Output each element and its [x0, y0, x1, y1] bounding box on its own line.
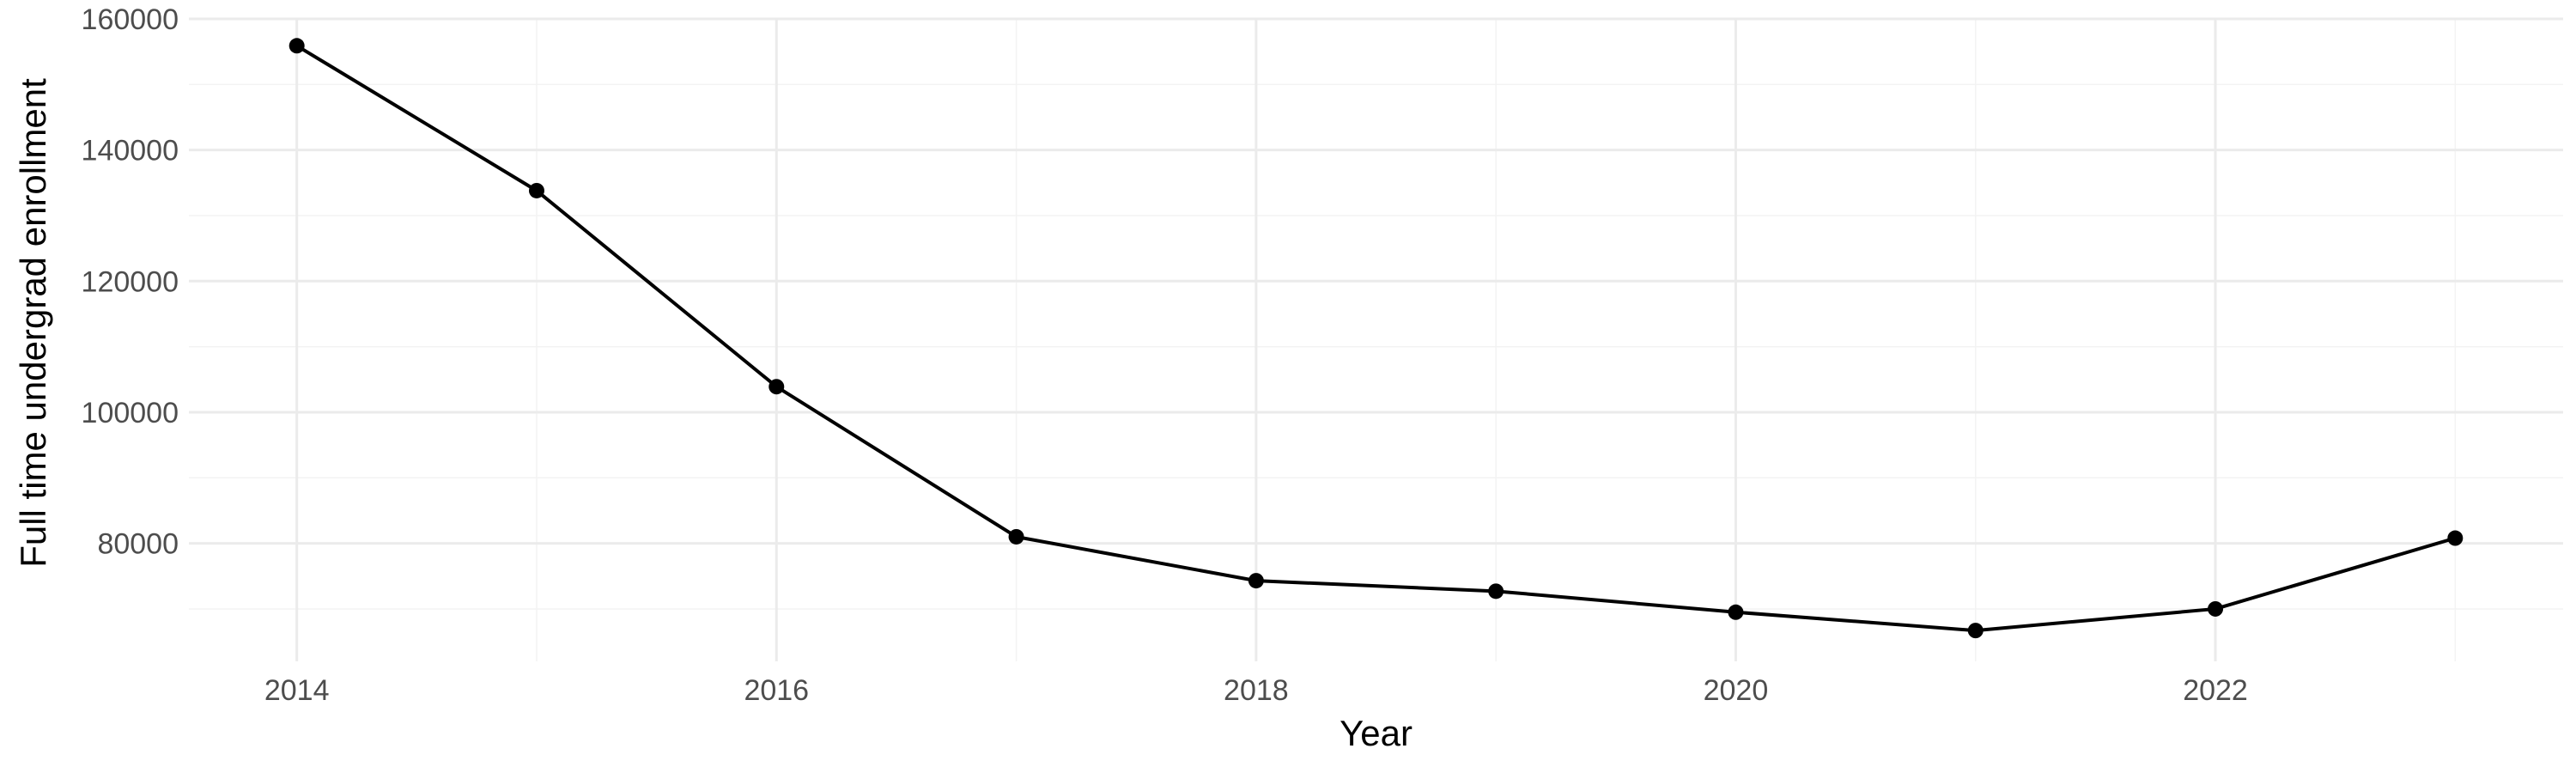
series-line [295, 44, 2458, 633]
data-point [528, 182, 544, 198]
x-tick-label: 2014 [264, 674, 330, 707]
data-points [289, 38, 2464, 639]
y-axis-title: Full time undergrad enrollment [13, 78, 53, 568]
minor-gridlines [189, 19, 2563, 661]
x-axis-title: Year [1340, 713, 1413, 753]
data-point [2208, 600, 2224, 617]
data-point [1967, 623, 1984, 639]
y-tick-label: 100000 [82, 397, 179, 429]
x-tick-label: 2020 [1704, 674, 1769, 707]
data-point [1488, 583, 1504, 600]
data-point [1008, 528, 1024, 545]
series-layer [295, 44, 2458, 633]
y-tick-label: 140000 [82, 135, 179, 167]
y-tick-label: 80000 [97, 528, 179, 561]
data-point [1728, 604, 1744, 620]
major-gridlines [189, 17, 2563, 661]
data-point [769, 379, 785, 395]
x-tick-labels: 2014 2016 2018 2020 2022 [264, 674, 2248, 707]
data-point [1248, 573, 1264, 589]
y-tick-label: 120000 [82, 265, 179, 298]
x-tick-label: 2016 [744, 674, 809, 707]
x-tick-label: 2022 [2183, 674, 2248, 707]
data-point [289, 38, 305, 54]
x-tick-label: 2018 [1224, 674, 1289, 707]
y-tick-label: 160000 [82, 3, 179, 36]
y-tick-labels: 80000 100000 120000 140000 160000 [82, 3, 179, 561]
data-point [2447, 530, 2464, 546]
